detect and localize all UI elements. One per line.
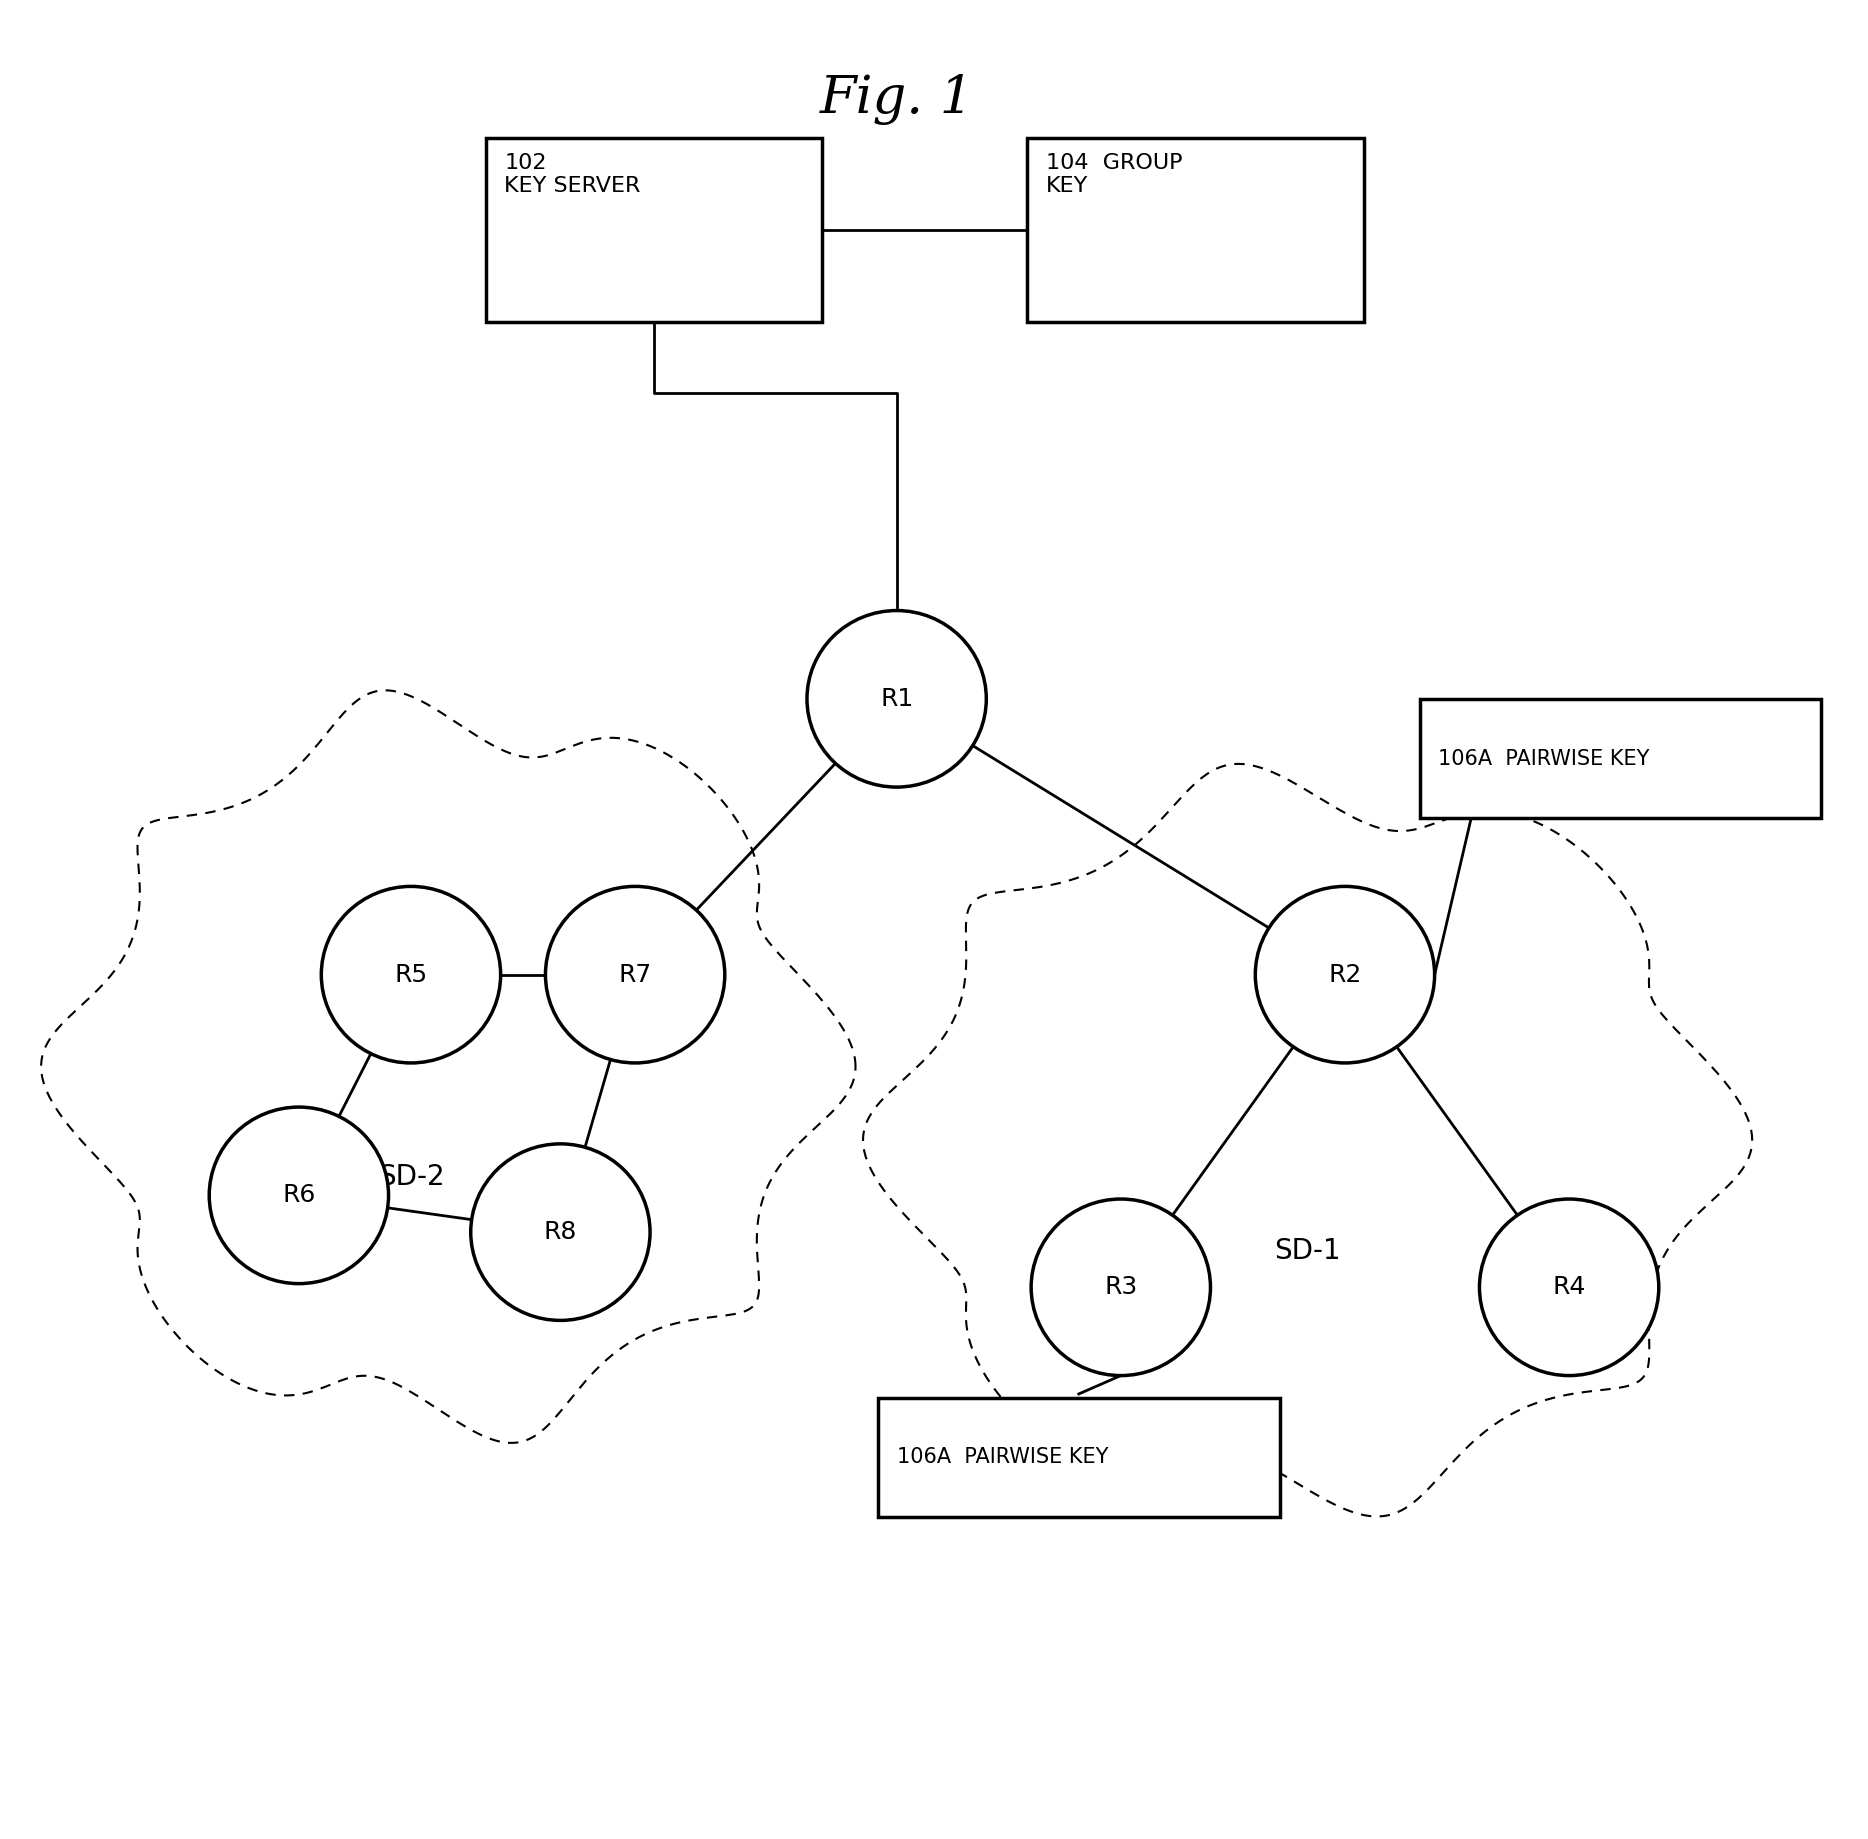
- Text: R7: R7: [618, 962, 652, 988]
- Circle shape: [1479, 1199, 1659, 1376]
- Text: 106A  PAIRWISE KEY: 106A PAIRWISE KEY: [1438, 748, 1649, 769]
- FancyBboxPatch shape: [1420, 699, 1821, 818]
- Circle shape: [545, 886, 725, 1063]
- Circle shape: [1255, 886, 1435, 1063]
- FancyBboxPatch shape: [1027, 138, 1364, 322]
- Text: R3: R3: [1104, 1274, 1138, 1300]
- Text: R6: R6: [282, 1182, 316, 1208]
- Text: 104  GROUP
KEY: 104 GROUP KEY: [1046, 153, 1182, 195]
- Text: R1: R1: [880, 686, 913, 712]
- Text: R8: R8: [544, 1219, 577, 1245]
- Circle shape: [807, 611, 986, 787]
- FancyBboxPatch shape: [878, 1398, 1280, 1517]
- Text: SD-2: SD-2: [377, 1162, 445, 1192]
- Circle shape: [209, 1107, 389, 1284]
- Circle shape: [471, 1144, 650, 1320]
- Circle shape: [321, 886, 501, 1063]
- Text: 106A  PAIRWISE KEY: 106A PAIRWISE KEY: [897, 1447, 1108, 1468]
- Text: 102
KEY SERVER: 102 KEY SERVER: [504, 153, 641, 195]
- Circle shape: [1031, 1199, 1210, 1376]
- Text: R2: R2: [1328, 962, 1362, 988]
- Text: R4: R4: [1552, 1274, 1586, 1300]
- Text: SD-1: SD-1: [1274, 1236, 1341, 1265]
- Text: R5: R5: [394, 962, 428, 988]
- FancyBboxPatch shape: [486, 138, 822, 322]
- Text: Fig. 1: Fig. 1: [820, 74, 973, 125]
